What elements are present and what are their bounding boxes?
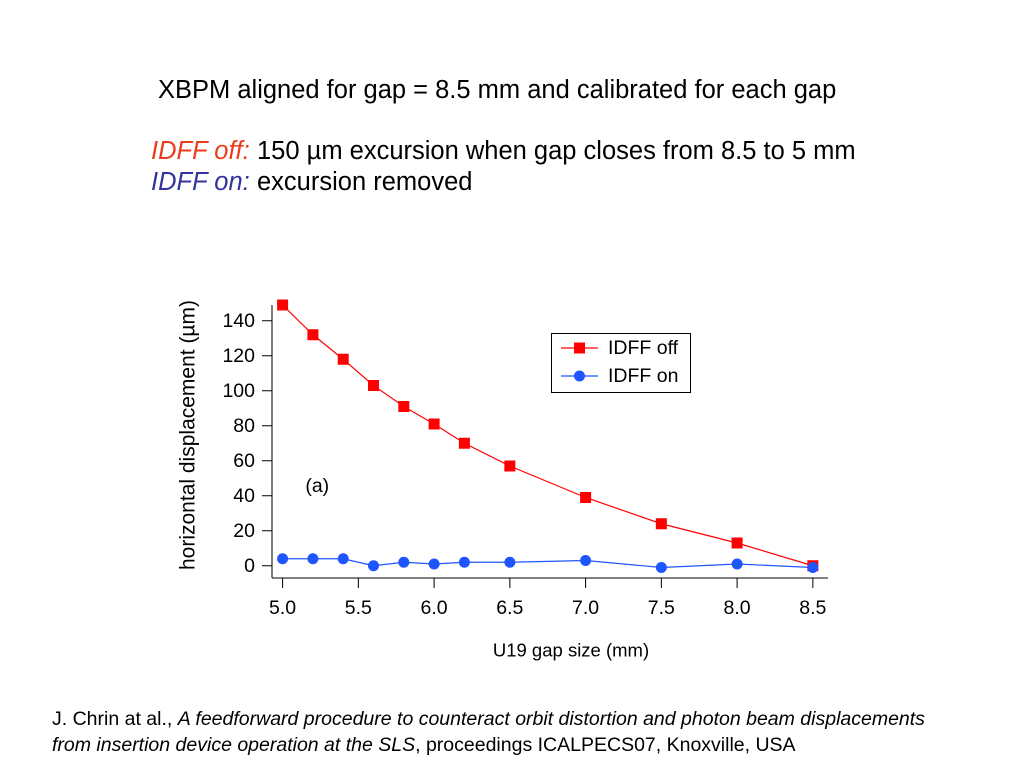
y-tick-label: 0 (244, 555, 255, 577)
idff-on-point (580, 555, 592, 566)
idff-off-point (368, 380, 380, 391)
x-tick-label: 8.5 (799, 597, 826, 619)
legend-idff-on-label: IDFF on (608, 365, 678, 387)
idff-off-point (428, 418, 440, 430)
x-tick-label: 6.0 (421, 597, 448, 619)
annotations: (a) (305, 475, 329, 497)
idff-on-point (277, 553, 289, 565)
citation-rest: , proceedings ICALPECS07, Knoxville, USA (415, 734, 796, 756)
x-tick-label: 5.5 (345, 597, 372, 619)
legend: IDFF off IDFF on (551, 333, 691, 393)
legend-idff-off-marker (574, 342, 585, 354)
idff-off-label: IDFF off: (151, 137, 250, 165)
idff-off-point (458, 437, 470, 449)
idff-off-point (277, 299, 289, 311)
idff-on-label: IDFF on: (151, 168, 250, 196)
citation: J. Chrin at al., A feedforward procedure… (52, 706, 957, 758)
y-tick-label: 140 (222, 310, 255, 332)
idff-on-point (807, 562, 819, 573)
series (277, 299, 819, 573)
y-tick-label: 60 (233, 450, 255, 472)
idff-on-point (731, 558, 743, 570)
y-tick-label: 100 (222, 380, 255, 402)
idff-on-point (337, 553, 349, 565)
chart: 0 20 40 60 80 100 120 140 5.0 5.5 6.0 6.5 7.0 7.5 8.0 8… (177, 299, 828, 661)
idff-on-point (368, 560, 380, 572)
y-tick-label: 20 (233, 520, 255, 542)
x-tick-label: 5.0 (269, 597, 296, 619)
idff-on-point (398, 556, 410, 568)
idff-off-text: 150 µm excursion when gap closes from 8.… (257, 137, 856, 165)
idff-on-point (655, 562, 667, 573)
idff-off-point (337, 353, 349, 365)
idff-on-statement: IDFF on: excursion removed (151, 167, 472, 197)
x-tick-label: 6.5 (496, 597, 523, 619)
idff-off-point (655, 518, 667, 530)
x-axis-label: U19 gap size (mm) (493, 640, 649, 661)
idff-off-point (731, 537, 743, 549)
legend-idff-off-label: IDFF off (608, 337, 679, 359)
x-tick-label: 7.5 (648, 597, 675, 619)
y-tick-label: 40 (233, 485, 255, 507)
x-tick-label: 7.0 (572, 597, 599, 619)
idff-off-statement: IDFF off: 150 µm excursion when gap close… (151, 136, 856, 166)
idff-off-point (504, 460, 516, 472)
y-axis-label: horizontal displacement (µm) (177, 300, 200, 570)
x-tick-label: 8.0 (724, 597, 751, 619)
citation-title: A feedforward procedure to counteract or… (52, 708, 925, 756)
idff-on-point (307, 553, 319, 565)
axes: 0 20 40 60 80 100 120 140 5.0 5.5 6.0 6.5 7.0 7.5 8.0 8… (222, 305, 828, 619)
slide-title: XBPM aligned for gap = 8.5 mm and calibr… (158, 76, 837, 104)
panel-label: (a) (305, 475, 329, 497)
idff-on-point (458, 556, 470, 568)
idff-off-point (580, 492, 592, 503)
idff-on-point (428, 558, 440, 570)
idff-off-point (307, 329, 319, 341)
idff-off-line (282, 304, 814, 567)
y-tick-label: 120 (222, 345, 255, 367)
idff-on-text: excursion removed (257, 168, 473, 196)
y-tick-label: 80 (233, 415, 255, 437)
idff-off-point (398, 401, 410, 412)
idff-on-point (504, 556, 516, 568)
legend-idff-on-marker (574, 370, 585, 382)
citation-authors: J. Chrin at al., (52, 708, 173, 730)
